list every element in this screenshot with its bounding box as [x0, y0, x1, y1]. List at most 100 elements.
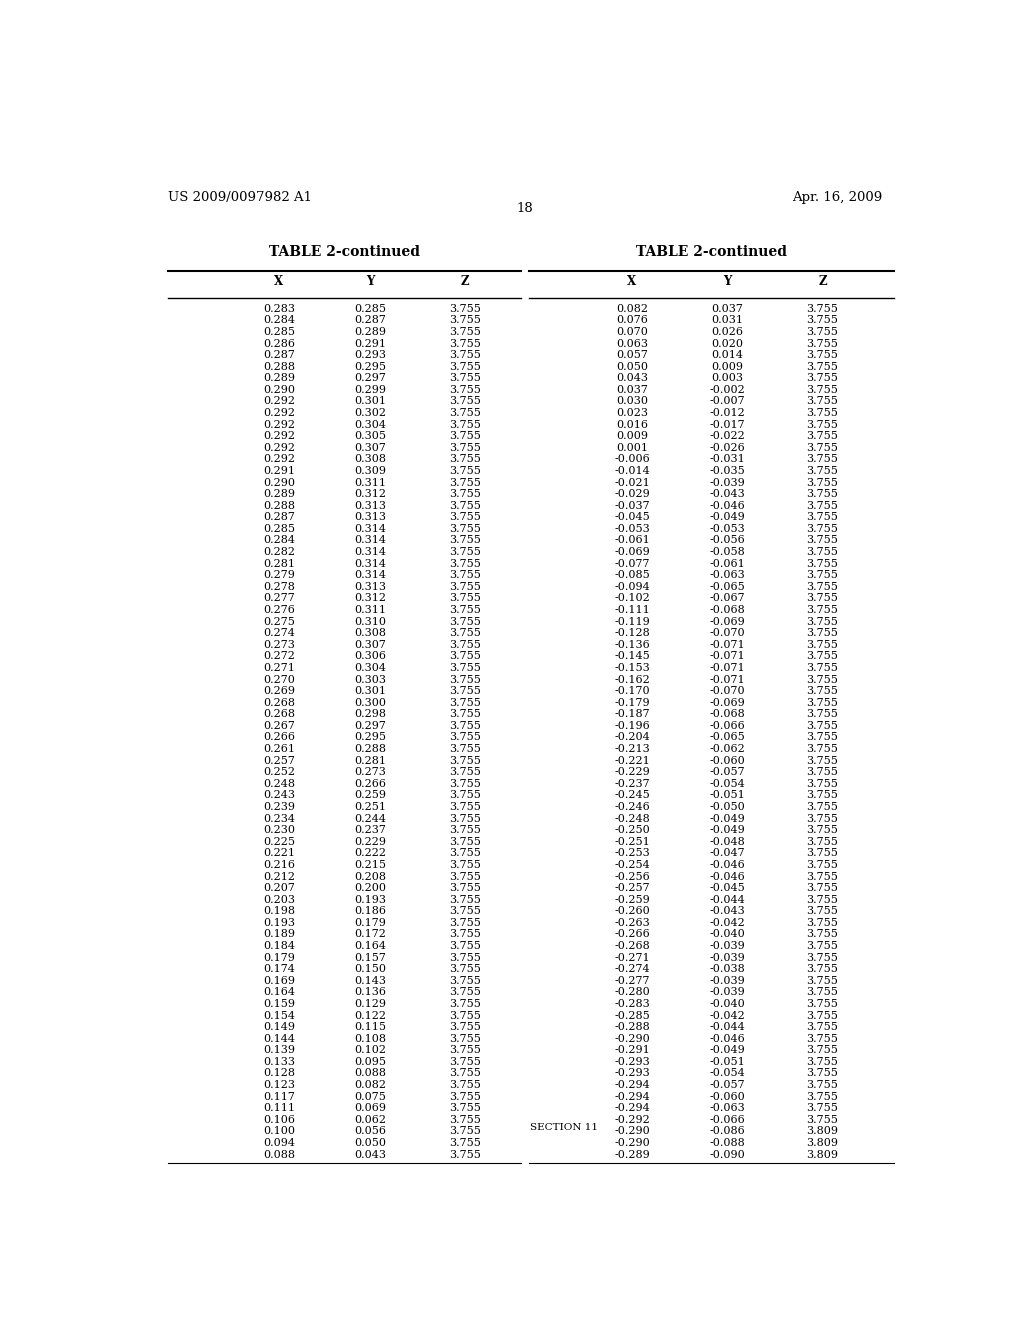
Text: 3.755: 3.755 [807, 594, 839, 603]
Text: 0.268: 0.268 [263, 709, 295, 719]
Text: 3.755: 3.755 [807, 791, 839, 800]
Text: 3.755: 3.755 [807, 755, 839, 766]
Text: 0.174: 0.174 [263, 964, 295, 974]
Text: 0.279: 0.279 [263, 570, 295, 581]
Text: 3.755: 3.755 [807, 478, 839, 487]
Text: 0.230: 0.230 [263, 825, 295, 836]
Text: 0.237: 0.237 [354, 825, 386, 836]
Text: 3.755: 3.755 [450, 1034, 481, 1044]
Text: 3.755: 3.755 [807, 490, 839, 499]
Text: 0.299: 0.299 [354, 385, 386, 395]
Text: 0.172: 0.172 [354, 929, 386, 940]
Text: 0.288: 0.288 [263, 362, 295, 372]
Text: -0.056: -0.056 [710, 536, 745, 545]
Text: 3.755: 3.755 [807, 698, 839, 708]
Text: 3.755: 3.755 [807, 849, 839, 858]
Text: 0.304: 0.304 [354, 420, 386, 429]
Text: -0.253: -0.253 [614, 849, 650, 858]
Text: 3.755: 3.755 [807, 350, 839, 360]
Text: 3.755: 3.755 [807, 871, 839, 882]
Text: -0.256: -0.256 [614, 871, 650, 882]
Text: -0.066: -0.066 [710, 721, 745, 731]
Text: 0.289: 0.289 [263, 374, 295, 383]
Text: -0.062: -0.062 [710, 744, 745, 754]
Text: 0.128: 0.128 [263, 1068, 295, 1078]
Text: 3.755: 3.755 [807, 432, 839, 441]
Text: 0.301: 0.301 [354, 396, 386, 407]
Text: 3.755: 3.755 [450, 953, 481, 962]
Text: 3.755: 3.755 [807, 999, 839, 1008]
Text: 3.755: 3.755 [450, 675, 481, 685]
Text: 0.305: 0.305 [354, 432, 386, 441]
Text: -0.229: -0.229 [614, 767, 650, 777]
Text: 0.117: 0.117 [263, 1092, 295, 1102]
Text: 0.023: 0.023 [616, 408, 648, 418]
Text: 3.755: 3.755 [807, 917, 839, 928]
Text: 3.755: 3.755 [450, 813, 481, 824]
Text: -0.263: -0.263 [614, 917, 650, 928]
Text: -0.294: -0.294 [614, 1092, 650, 1102]
Text: 0.284: 0.284 [263, 536, 295, 545]
Text: 0.193: 0.193 [354, 895, 386, 904]
Text: 0.275: 0.275 [263, 616, 295, 627]
Text: 0.208: 0.208 [354, 871, 386, 882]
Text: 3.755: 3.755 [450, 1080, 481, 1090]
Text: -0.068: -0.068 [710, 605, 745, 615]
Text: 0.285: 0.285 [354, 304, 386, 314]
Text: 3.755: 3.755 [450, 709, 481, 719]
Text: 0.050: 0.050 [354, 1138, 386, 1148]
Text: -0.288: -0.288 [614, 1022, 650, 1032]
Text: -0.248: -0.248 [614, 813, 650, 824]
Text: 0.143: 0.143 [354, 975, 386, 986]
Text: -0.086: -0.086 [710, 1126, 745, 1137]
Text: 0.009: 0.009 [616, 432, 648, 441]
Text: 3.755: 3.755 [807, 536, 839, 545]
Text: 3.755: 3.755 [807, 558, 839, 569]
Text: 0.257: 0.257 [263, 755, 295, 766]
Text: 3.755: 3.755 [807, 616, 839, 627]
Text: -0.006: -0.006 [614, 454, 650, 465]
Text: 3.755: 3.755 [450, 1104, 481, 1113]
Text: 0.286: 0.286 [263, 338, 295, 348]
Text: -0.290: -0.290 [614, 1126, 650, 1137]
Text: X: X [274, 276, 284, 288]
Text: 3.755: 3.755 [450, 686, 481, 696]
Text: 0.075: 0.075 [354, 1092, 386, 1102]
Text: 0.301: 0.301 [354, 686, 386, 696]
Text: 3.755: 3.755 [450, 1057, 481, 1067]
Text: 0.291: 0.291 [354, 338, 386, 348]
Text: 3.755: 3.755 [807, 1034, 839, 1044]
Text: -0.280: -0.280 [614, 987, 650, 998]
Text: 0.136: 0.136 [354, 987, 386, 998]
Text: -0.179: -0.179 [614, 698, 650, 708]
Text: 3.755: 3.755 [807, 953, 839, 962]
Text: -0.290: -0.290 [614, 1034, 650, 1044]
Text: 0.043: 0.043 [354, 1150, 386, 1159]
Text: -0.213: -0.213 [614, 744, 650, 754]
Text: 3.755: 3.755 [450, 490, 481, 499]
Text: -0.046: -0.046 [710, 1034, 745, 1044]
Text: 3.755: 3.755 [807, 686, 839, 696]
Text: 0.292: 0.292 [263, 408, 295, 418]
Text: 0.251: 0.251 [354, 803, 386, 812]
Text: 0.229: 0.229 [354, 837, 386, 846]
Text: 0.288: 0.288 [354, 744, 386, 754]
Text: 3.755: 3.755 [807, 709, 839, 719]
Text: -0.057: -0.057 [710, 1080, 745, 1090]
Text: 0.285: 0.285 [263, 524, 295, 533]
Text: 3.755: 3.755 [450, 628, 481, 638]
Text: 0.295: 0.295 [354, 733, 386, 742]
Text: 0.215: 0.215 [354, 859, 386, 870]
Text: -0.014: -0.014 [614, 466, 650, 477]
Text: 0.149: 0.149 [263, 1022, 295, 1032]
Text: 3.755: 3.755 [450, 582, 481, 591]
Text: 3.755: 3.755 [807, 385, 839, 395]
Text: -0.029: -0.029 [614, 490, 650, 499]
Text: 0.139: 0.139 [263, 1045, 295, 1055]
Text: 3.755: 3.755 [450, 929, 481, 940]
Text: 0.284: 0.284 [263, 315, 295, 325]
Text: 3.755: 3.755 [807, 1068, 839, 1078]
Text: -0.043: -0.043 [710, 907, 745, 916]
Text: 0.001: 0.001 [616, 442, 648, 453]
Text: 3.755: 3.755 [807, 825, 839, 836]
